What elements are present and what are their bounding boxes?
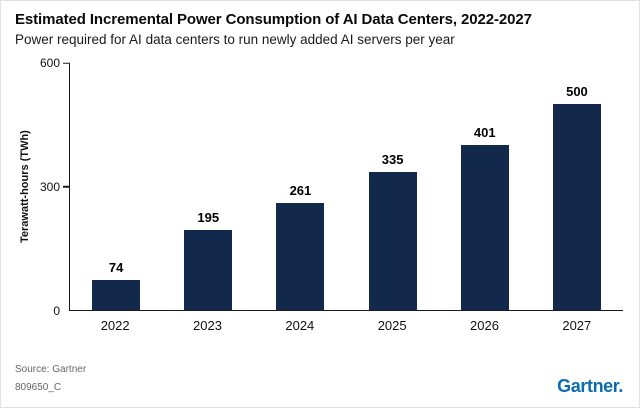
bar	[552, 104, 601, 310]
y-axis-ticks: 0 300 600	[35, 56, 69, 318]
x-axis-tick-label: 2027	[562, 318, 592, 333]
y-axis-label: Terawatt-hours (TWh)	[19, 130, 31, 244]
x-axis-tick-label: 2023	[193, 318, 222, 333]
x-axis-tick-label: 2026	[470, 318, 499, 333]
bar-group: 261	[254, 63, 346, 310]
bar-value-label: 74	[108, 259, 124, 275]
bar	[276, 202, 325, 310]
plot-column: 0 300 600 74 195 261 335 401 500 2022 2023 2024 20…	[35, 56, 623, 333]
document-code: 809650_C	[15, 382, 62, 393]
bar-group: 401	[439, 63, 531, 310]
bar-group: 195	[162, 63, 254, 310]
source-text: Source: Gartner	[15, 364, 87, 375]
bar-value-label: 401	[473, 124, 496, 140]
x-axis-tick-label: 2025	[377, 318, 407, 333]
bar-value-label: 335	[381, 152, 404, 168]
bar-group: 74	[70, 63, 162, 310]
bar-group: 500	[531, 63, 623, 310]
y-axis-tick-mark	[63, 62, 70, 64]
y-axis-tick-label: 0	[53, 304, 60, 318]
chart-area: Terawatt-hours (TWh) 0 300 600 74 195 261 335…	[15, 56, 623, 333]
bar-value-label: 500	[566, 84, 588, 100]
bar	[460, 144, 509, 310]
bar-value-label: 195	[197, 209, 220, 225]
bar-group: 335	[347, 63, 439, 310]
source-block: Source: Gartner 809650_C	[15, 361, 86, 397]
chart-title: Estimated Incremental Power Consumption …	[15, 11, 532, 28]
bar	[92, 279, 141, 310]
y-axis-tick-label: 600	[39, 56, 60, 70]
footer: Source: Gartner 809650_C Gartner.	[15, 361, 623, 397]
x-labels: 2022 2023 2024 2025 2026 2027	[69, 311, 623, 333]
chart-subtitle: Power required for AI data centers to ru…	[15, 32, 455, 47]
bar-value-label: 261	[289, 182, 312, 198]
bars: 74 195 261 335 401 500	[70, 63, 623, 310]
x-axis-tick-label: 2024	[285, 318, 315, 333]
bar	[368, 172, 417, 310]
plot-body: 0 300 600 74 195 261 335 401 500	[35, 56, 623, 318]
x-axis-tick-label: 2022	[100, 318, 130, 333]
bar	[184, 229, 233, 310]
y-axis-tick-mark	[63, 185, 70, 188]
plot-area: 74 195 261 335 401 500	[63, 62, 623, 311]
gartner-logo: Gartner.	[557, 376, 623, 396]
y-axis-tick-label: 300	[39, 180, 60, 194]
